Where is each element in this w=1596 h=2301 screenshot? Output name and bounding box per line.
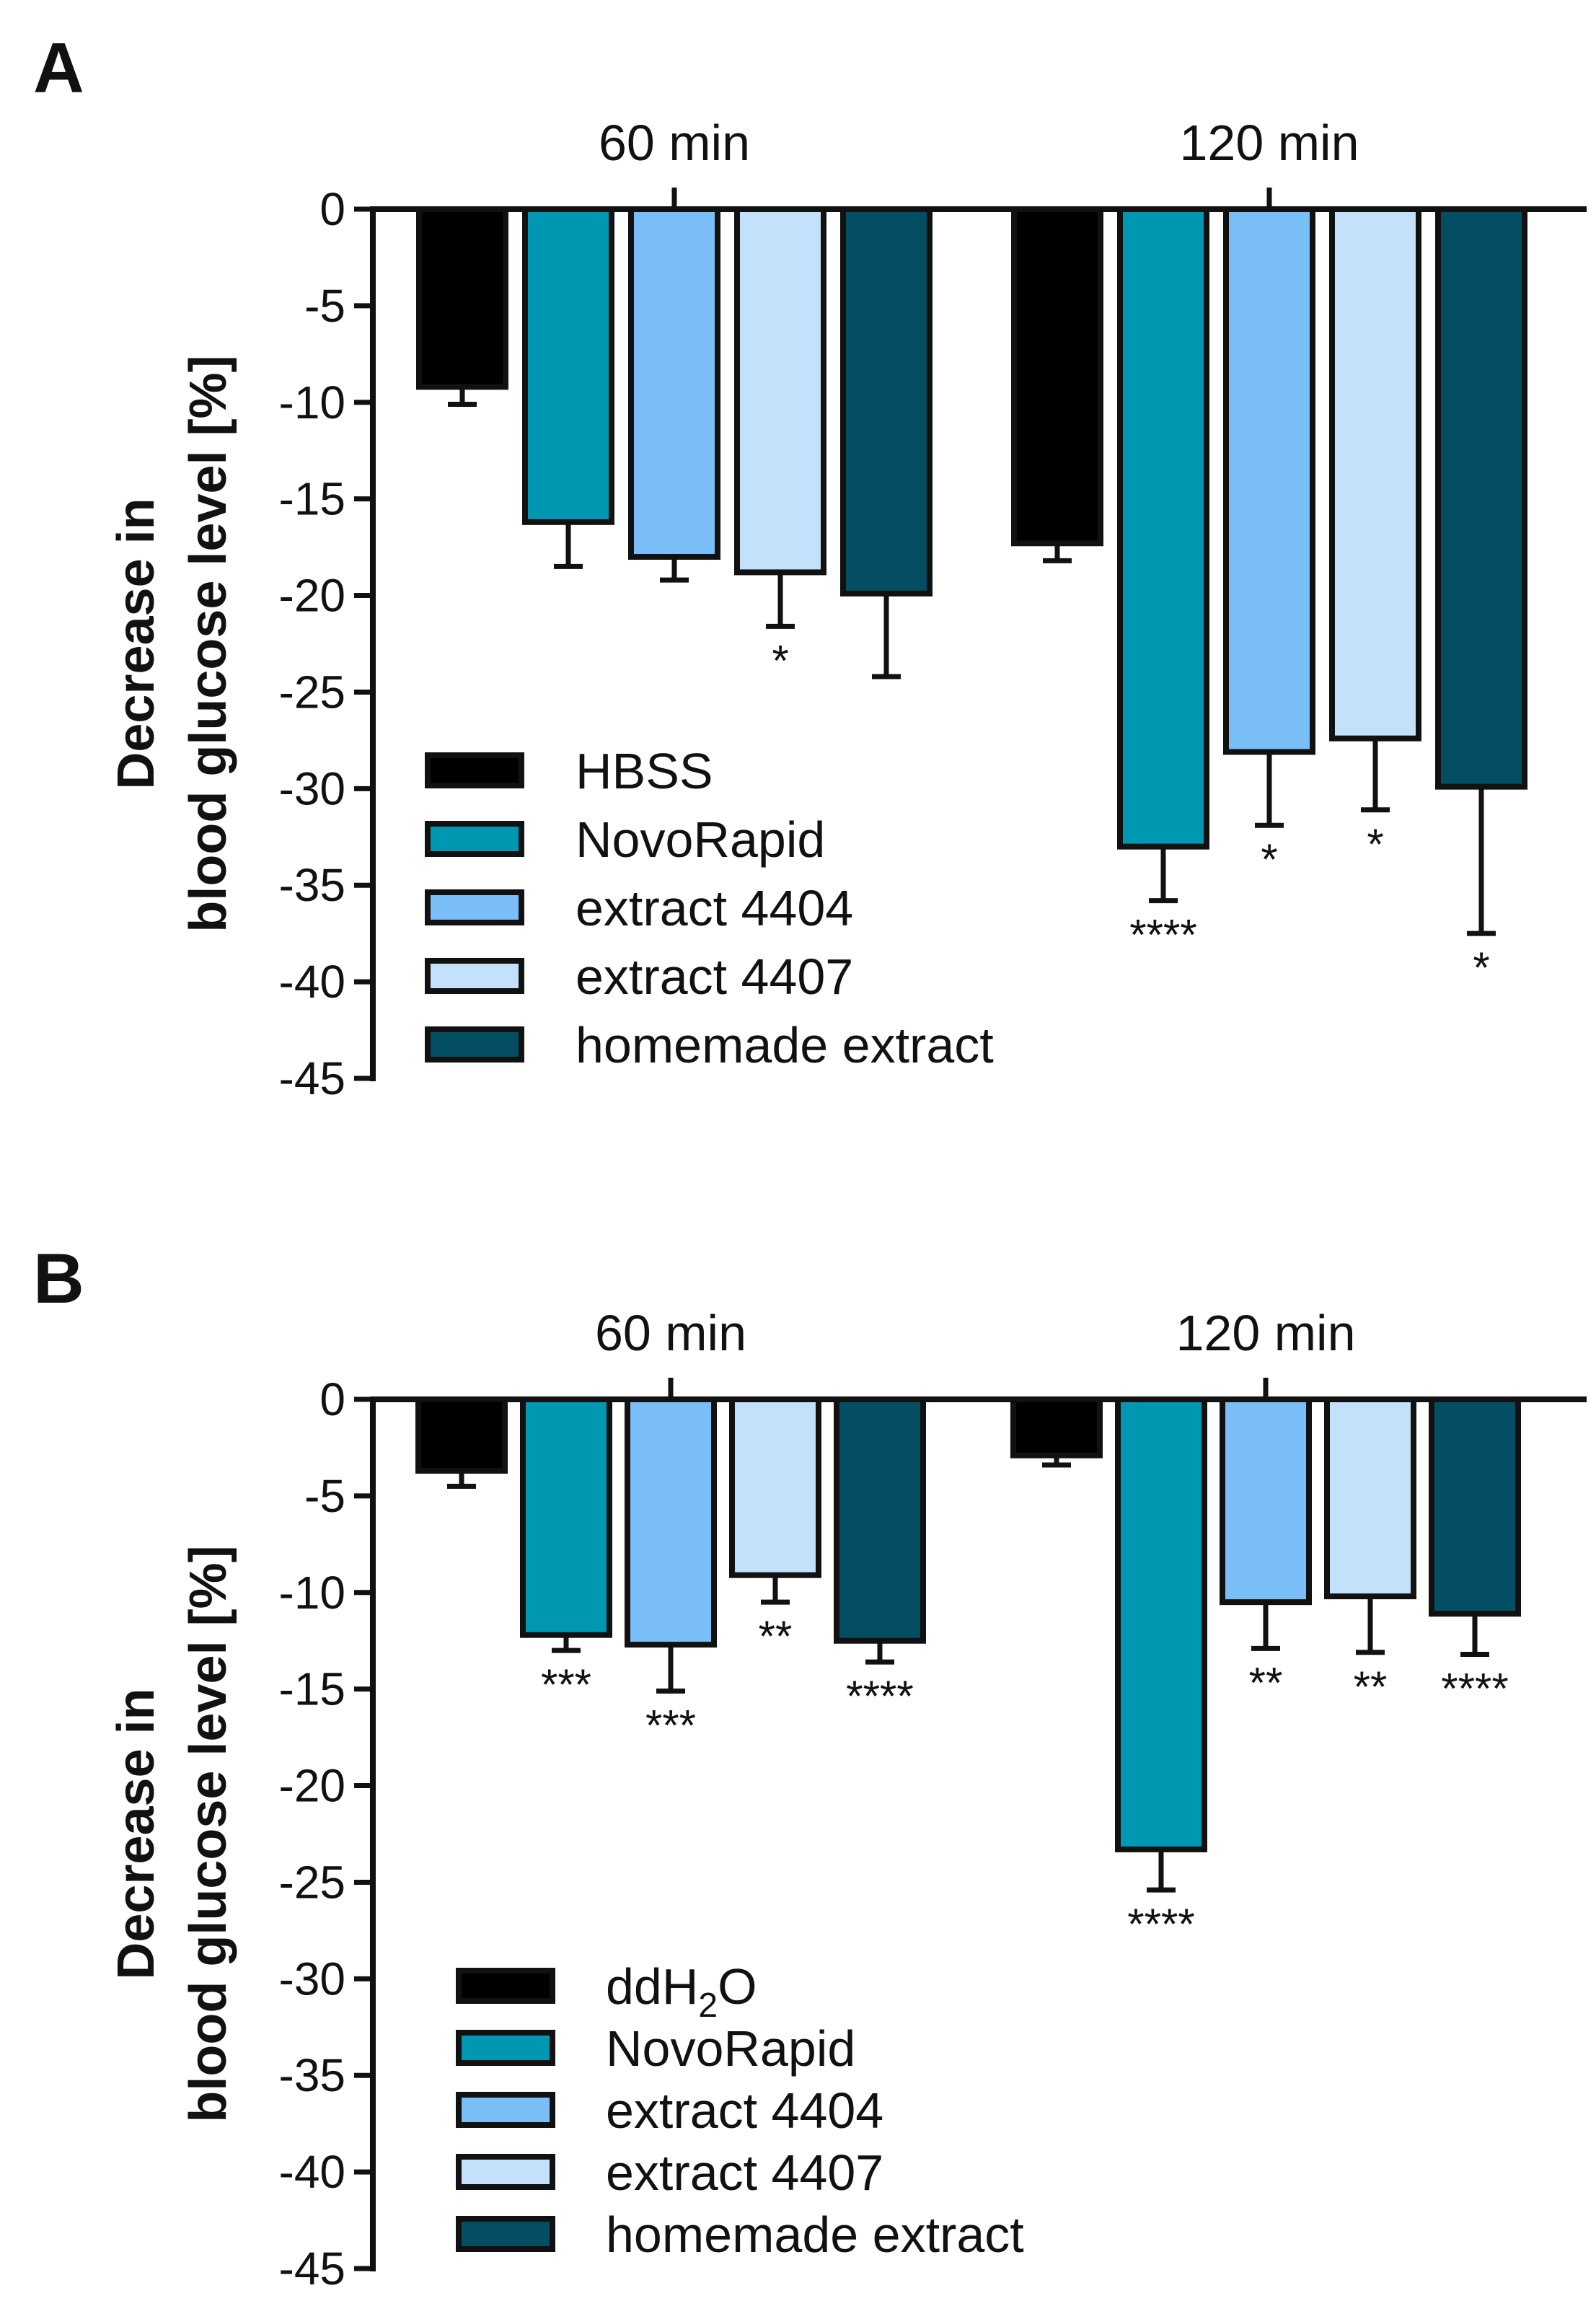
significance-marker: * [772,636,788,685]
bar [1011,206,1103,547]
x-category-label: 120 min [1176,1305,1355,1361]
legend-label: extract 4404 [576,880,853,936]
panel-a: 0 -5 -10 -15 -20 -25 -30 -35 -40 -45 Decrease in bl… [107,115,1587,1104]
legend-label: extract 4407 [576,949,853,1005]
legend-label: homemade extract [576,1017,994,1073]
y-tick-label: -45 [279,1052,346,1104]
bar [522,206,614,525]
legend-swatch [456,2216,555,2252]
bar [1117,206,1209,850]
bar [840,206,933,597]
bar [1010,1396,1103,1459]
bar [520,1396,612,1638]
y-tick-label: -30 [279,1953,346,2005]
y-tick-label: 0 [319,1373,345,1425]
legend-swatch [425,889,524,925]
y-tick-label: -30 [279,762,346,814]
y-tick-label: -5 [304,1470,345,1522]
y-tick-label: 0 [319,183,345,235]
y-axis-title-line1: Decrease in [107,498,165,789]
significance-marker: ** [1354,1663,1388,1711]
legend-swatch [456,2154,555,2190]
y-tick-label: -40 [279,2146,346,2198]
significance-marker: * [1367,820,1383,868]
y-tick-label: -20 [279,570,346,622]
bar [834,1396,926,1644]
y-axis-title-line2: blood glucose level [%] [180,355,237,932]
legend-label: NovoRapid [576,811,825,868]
legend-label: extract 4404 [606,2082,883,2139]
y-tick-label: -25 [279,666,346,718]
bar [628,206,720,560]
bar [734,206,826,576]
panel-letter-b: B [33,1239,84,1318]
y-tick-label: -40 [279,956,346,1008]
significance-marker: *** [645,1701,696,1749]
bar [1220,1396,1312,1606]
bar [1429,1396,1521,1617]
significance-marker: **** [1441,1664,1508,1712]
bar [1324,1396,1416,1600]
y-tick-label: -35 [279,2049,346,2101]
y-tick-label: -10 [279,1567,346,1619]
legend-swatch [425,821,524,857]
panel-b: 0 -5 -10 -15 -20 -25 -30 -35 -40 -45 Decrease in bl… [107,1305,1587,2295]
y-axis-title-line2: blood glucose level [%] [180,1545,237,2122]
y-axis-title-line1: Decrease in [107,1688,165,1979]
y-tick-label: -15 [279,1663,346,1715]
y-tick-label: -35 [279,859,346,911]
significance-marker: ** [1249,1658,1283,1707]
legend-swatch [425,1026,524,1062]
legend-label: extract 4407 [606,2144,883,2201]
significance-marker: ** [759,1612,793,1660]
legend-label: HBSS [576,743,713,799]
y-tick-label: -45 [279,2243,346,2295]
legend-label: homemade extract [606,2207,1024,2263]
panel-letter-a: A [33,28,84,107]
bar [1435,206,1527,790]
y-tick-label: -20 [279,1760,346,1812]
bar [1115,1396,1207,1852]
legend-swatch [456,2092,555,2128]
bar [1223,206,1315,755]
bar [625,1396,717,1648]
legend: HBSS NovoRapid extract 4404 extract 4407 hom… [425,743,994,1073]
significance-marker: **** [1127,1900,1194,1948]
bar [416,206,508,390]
significance-marker: **** [1129,911,1196,959]
bar [729,1396,821,1578]
y-tick-label: -15 [279,473,346,525]
y-tick-label: -10 [279,377,346,428]
x-category-label: 60 min [595,1305,746,1361]
legend-label: ddH2O [606,1958,757,2025]
legend-swatch [456,2030,555,2066]
significance-marker: **** [846,1672,913,1720]
bar [415,1396,508,1474]
bar [1329,206,1421,742]
legend-label: NovoRapid [606,2020,855,2077]
legend-swatch [425,958,524,994]
significance-marker: *** [541,1660,591,1709]
y-tick-label: -5 [304,280,345,332]
legend-swatch [425,752,524,788]
legend-swatch [456,1968,555,2004]
significance-marker: * [1261,835,1277,884]
x-category-label: 120 min [1179,115,1359,171]
y-tick-label: -25 [279,1856,346,1908]
significance-marker: * [1473,943,1489,992]
x-category-label: 60 min [599,115,750,171]
